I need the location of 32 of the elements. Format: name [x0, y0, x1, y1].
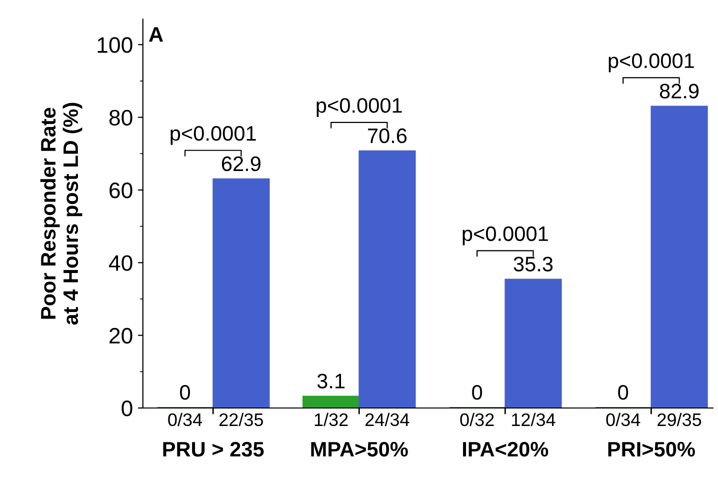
- data-label: 0: [180, 384, 190, 400]
- y-axis-title: Poor Responder Rate at 4 Hours post LD (%): [40, 102, 82, 325]
- annotation: p<0.0001: [316, 98, 402, 117]
- annotation: p<0.0001: [462, 226, 548, 246]
- y-tick-label: 100: [98, 37, 132, 53]
- annotation: A: [149, 27, 163, 42]
- x-tick-label: 1/32: [314, 412, 348, 426]
- x-tick-label: 22/35: [219, 412, 264, 426]
- text: PRU > 235: [163, 442, 264, 457]
- x-tick-label: 0/34: [168, 412, 202, 426]
- y-tick-label: 60: [110, 182, 132, 198]
- x-tick-label: 12/34: [512, 412, 556, 426]
- data-label: 3.1: [317, 374, 345, 388]
- annotation: p<0.0001: [170, 126, 256, 145]
- x-tick-label: 29/35: [658, 412, 702, 426]
- data-label: 35.3: [514, 256, 553, 272]
- data-label: 0: [472, 384, 482, 400]
- y-tick-label: 0: [122, 400, 132, 416]
- x-tick-label: 0/32: [460, 412, 494, 426]
- y-tick-label: 40: [108, 255, 132, 271]
- data-label: 0: [618, 384, 628, 400]
- text: PRI>50%: [608, 442, 695, 457]
- text: IPA<20%: [463, 442, 548, 457]
- annotation: p<0.0001: [608, 53, 694, 72]
- y-tick-label: 80: [109, 110, 132, 126]
- y-tick-label: 20: [110, 328, 132, 344]
- text: MPA>50%: [311, 442, 408, 457]
- data-label: 82.9: [660, 84, 699, 98]
- data-label: 62.9: [222, 156, 260, 172]
- x-tick-label: 24/34: [366, 412, 410, 426]
- data-label: 70.6: [368, 128, 407, 144]
- x-tick-label: 0/34: [606, 412, 640, 426]
